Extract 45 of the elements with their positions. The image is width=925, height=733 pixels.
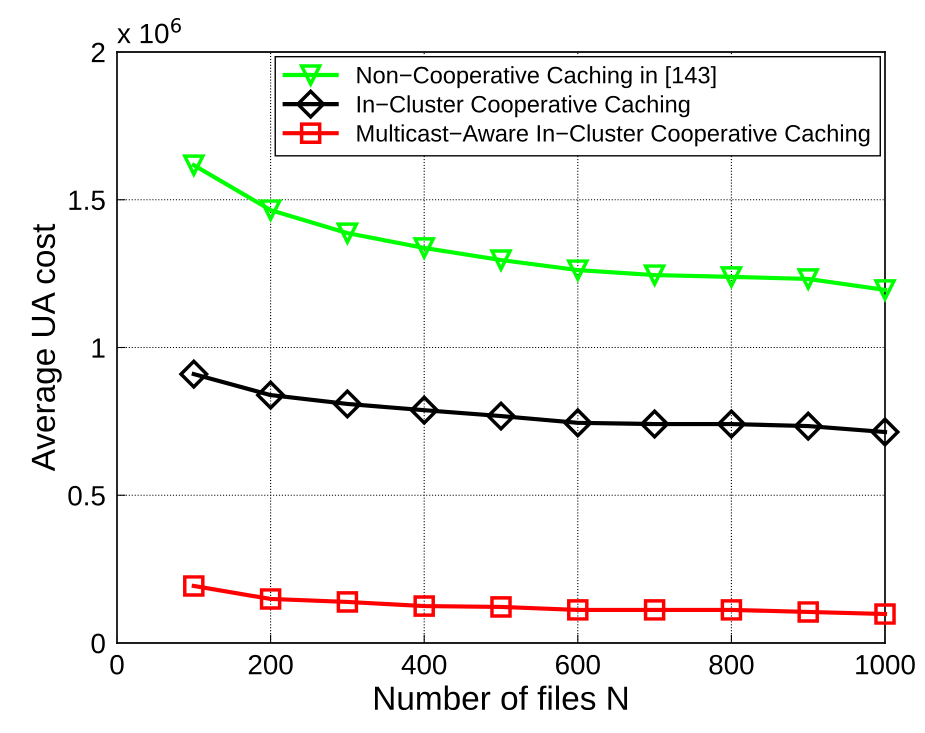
point [874, 279, 896, 301]
point [486, 402, 516, 431]
y-tick-label: 0 [92, 634, 105, 654]
point [720, 599, 742, 621]
point [716, 410, 746, 439]
point [413, 595, 435, 617]
point [256, 380, 286, 410]
point [563, 408, 592, 438]
point [720, 266, 742, 288]
x-tick-label: 600 [556, 654, 600, 675]
point [567, 259, 589, 281]
point [797, 268, 819, 290]
point [260, 588, 282, 610]
text: x 10$^{6}$ [117, 18, 181, 44]
point [640, 410, 670, 439]
y-tick-label: 1 [92, 338, 105, 358]
x-tick-label: 1000 [856, 654, 915, 675]
x-tick-label: 400 [402, 654, 446, 675]
y-tick-label: 2 [92, 42, 104, 62]
point [336, 591, 358, 613]
point [410, 396, 439, 425]
point [870, 418, 900, 447]
point [490, 249, 512, 271]
point [413, 237, 435, 259]
point [183, 575, 205, 597]
point [332, 389, 362, 418]
legend-label: In−Cluster Cooperative Caching [358, 95, 690, 118]
y-axis-title: Average UA cost [32, 224, 62, 472]
legend-label: Non−Cooperative Caching in [143] [357, 66, 716, 88]
x-tick-label: 800 [709, 654, 754, 675]
point [874, 603, 896, 625]
legend-label: Multicast−Aware In−Cluster Cooperative Caching [357, 124, 870, 146]
y-tick-label: 0.5 [68, 486, 105, 506]
point [490, 596, 512, 618]
point [644, 599, 666, 621]
point [260, 199, 282, 221]
point [567, 599, 589, 621]
x-tick-label: 0 [110, 654, 124, 675]
point [644, 264, 666, 286]
x-tick-label: 200 [248, 654, 293, 675]
y-tick-label: 1.5 [69, 190, 105, 210]
x-axis-title: Number of files N [374, 686, 628, 710]
point [179, 360, 208, 389]
point [797, 601, 819, 623]
point [794, 412, 823, 441]
